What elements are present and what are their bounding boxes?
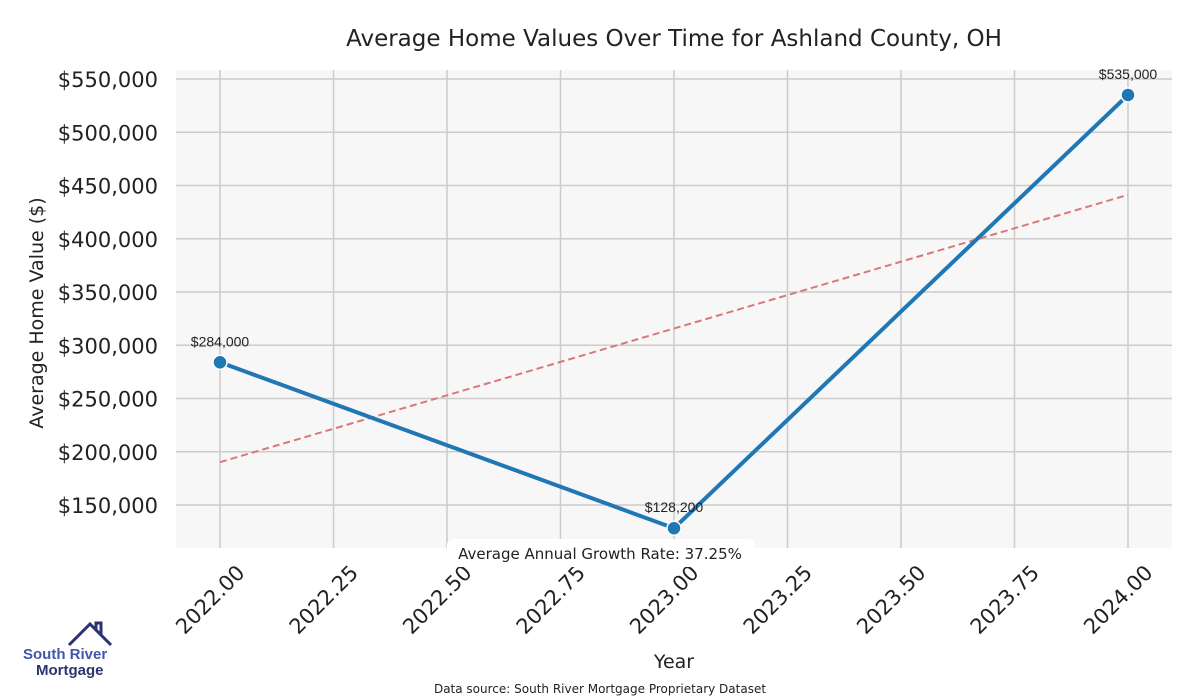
data-point	[212, 354, 228, 371]
x-tick-label: 2022.25	[285, 561, 363, 639]
annotation-box	[447, 539, 755, 567]
data-point	[666, 520, 682, 536]
data-point	[1120, 87, 1136, 103]
series: $284,000 $128,200 $535,000	[191, 66, 1158, 536]
y-tick-label: $550,000	[58, 68, 158, 92]
data-label: $284,000	[191, 333, 250, 349]
growth-rate-annotation: Average Annual Growth Rate: 37.25%	[458, 545, 742, 563]
y-tick-label: $300,000	[58, 334, 158, 358]
x-tick-label: 2022.50	[398, 561, 476, 639]
y-tick-label: $350,000	[58, 281, 158, 305]
data-label: $128,200	[645, 499, 704, 515]
x-axis-label: Year	[653, 651, 694, 673]
logo: South River Mortgage	[23, 621, 113, 679]
house-roof-icon	[67, 621, 113, 647]
x-tick-label: 2022.75	[512, 561, 590, 639]
y-tick-label: $150,000	[58, 494, 158, 518]
y-tick-labels: $150,000 $200,000 $250,000 $300,000 $350,000…	[58, 68, 158, 518]
chart-title: Average Home Values Over Time for Ashlan…	[346, 26, 1002, 52]
y-axis-label: Average Home Value ($)	[26, 197, 48, 428]
x-tick-label: 2023.25	[739, 561, 817, 639]
logo-line1: South River	[23, 646, 107, 663]
y-tick-label: $250,000	[58, 388, 158, 412]
x-tick-label: 2023.50	[852, 561, 930, 639]
data-source: Data source: South River Mortgage Propri…	[434, 682, 766, 696]
x-tick-label: 2024.00	[1079, 561, 1157, 639]
x-tick-labels: 2022.00 2022.25 2022.50 2022.75 2023.00 2023.…	[171, 561, 1157, 639]
y-tick-label: $200,000	[58, 441, 158, 465]
x-tick-label: 2023.75	[966, 561, 1044, 639]
y-tick-label: $400,000	[58, 228, 158, 252]
x-tick-label: 2022.00	[171, 561, 249, 639]
data-label: $535,000	[1099, 66, 1158, 82]
y-tick-label: $500,000	[58, 121, 158, 145]
y-tick-label: $450,000	[58, 175, 158, 199]
logo-line2: Mortgage	[36, 662, 104, 679]
grid	[176, 70, 1172, 548]
x-tick-label: 2023.00	[625, 561, 703, 639]
